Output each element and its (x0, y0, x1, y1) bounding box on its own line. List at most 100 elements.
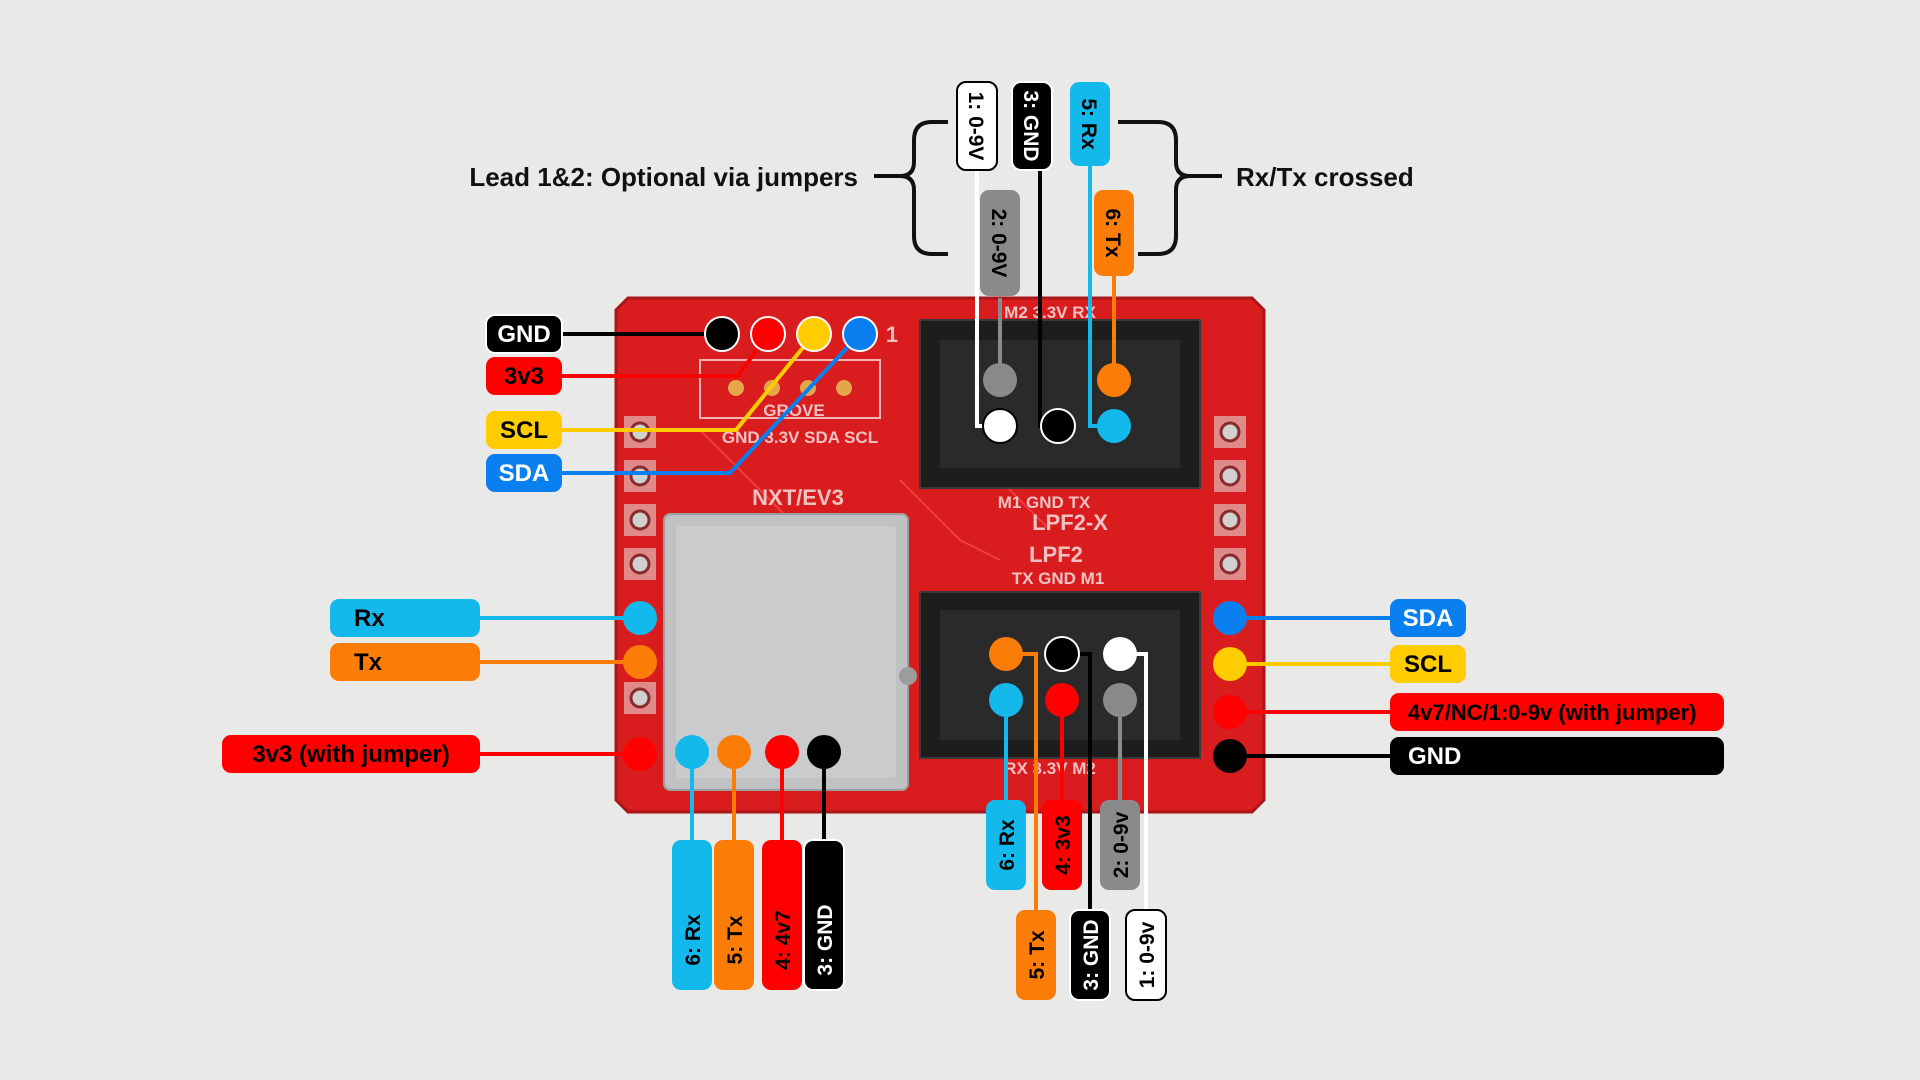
label-pill (1042, 800, 1082, 890)
label-top-p3: 3: GND (1011, 81, 1053, 171)
grove-silk-label: GROVE (763, 401, 824, 420)
grove-second-row-pad (728, 380, 744, 396)
label-pill (1125, 909, 1167, 1001)
nxt-ev3-silk-label: NXT/EV3 (752, 485, 844, 510)
wire-grove-scl (560, 332, 816, 432)
label-pill (1094, 190, 1134, 276)
label-right-scl: SCL (1390, 645, 1466, 683)
label-text: 4: 4v7 (772, 910, 795, 970)
grove-outline (699, 359, 881, 419)
label-left-3v3-jumper: 3v3 (with jumper) (222, 735, 480, 773)
label-pill (714, 840, 754, 990)
left-header-pin-3v3 (623, 737, 657, 771)
label-pill (222, 735, 480, 773)
label-nxt-p3: 3: GND (803, 839, 845, 991)
label-pill (1011, 81, 1053, 171)
top-conn-silk-bottom: M1 GND TX (998, 493, 1091, 512)
top-conn-pin-p5 (1097, 409, 1131, 443)
label-text: GND (1408, 743, 1461, 770)
label-grove-3v3: 3v3 (486, 357, 562, 395)
label-text: 4v7/NC/1:0-9v (with jumper) (1408, 700, 1697, 725)
lead-optional-annotation: Lead 1&2: Optional via jumpers (469, 162, 858, 192)
wire-grove-sda (560, 332, 862, 475)
grove-pin-3v3 (750, 316, 786, 352)
bottom-conn-silk-bottom: RX 3.3V M2 (1004, 759, 1096, 778)
label-text: 3: GND (1019, 90, 1042, 161)
top-conn-pin-p1 (982, 408, 1018, 444)
bottom-conn-pin-p2 (1103, 683, 1137, 717)
label-pill (330, 599, 480, 637)
label-text: 6: Rx (682, 914, 705, 966)
label-text: Tx (354, 649, 383, 676)
label-right-4v7: 4v7/NC/1:0-9v (with jumper) (1390, 693, 1724, 731)
header-pad-hole (1219, 421, 1241, 443)
top-connector-inner (940, 340, 1180, 468)
header-pad-hole (1219, 553, 1241, 575)
grove-pin-sda (842, 316, 878, 352)
nxt-pin-p5 (717, 735, 751, 769)
bottom-conn-pin-p1 (1103, 637, 1137, 671)
right-header-pads (1214, 416, 1246, 580)
label-right-sda: SDA (1390, 599, 1466, 637)
label-top-p6: 6: Tx (1094, 190, 1134, 276)
nxt-pin-p4 (765, 735, 799, 769)
label-text: 3v3 (with jumper) (252, 741, 449, 768)
label-text: SCL (500, 417, 548, 444)
right-header-pin-gnd (1213, 739, 1247, 773)
header-pad-hole (629, 553, 651, 575)
label-text: SCL (1404, 651, 1452, 678)
bottom-conn-pin-p6 (989, 683, 1023, 717)
label-pill (485, 314, 563, 354)
nxt-ev3-jack-shade (676, 526, 896, 778)
label-nxt-p6: 6: Rx (672, 840, 712, 990)
label-text: 1: 0-9v (1136, 921, 1159, 988)
label-pill (1390, 599, 1466, 637)
label-pill (486, 357, 562, 395)
label-pill (1069, 909, 1111, 1001)
pin-markers (623, 316, 1247, 773)
label-text: 5: Tx (1026, 930, 1049, 979)
vertical-labels: 1: 0-9V 2: 0-9V 3: GND 5: Rx 6: Tx 6: Rx… (672, 81, 1167, 1001)
lpf2x-silk-label: LPF2-X (1032, 510, 1108, 535)
nxt-pin-p3 (807, 735, 841, 769)
bottom-conn-silk-top: TX GND M1 (1012, 569, 1105, 588)
label-pill (980, 190, 1020, 296)
right-bracket (1118, 120, 1222, 256)
top-conn-pin-p2 (983, 363, 1017, 397)
label-text: Rx (354, 605, 385, 632)
label-grove-sda: SDA (486, 454, 562, 492)
header-pad-hole (1219, 509, 1241, 531)
label-pill (762, 840, 802, 990)
label-bottom-p5: 5: Tx (1016, 910, 1056, 1000)
label-grove-gnd: GND (485, 314, 563, 354)
top-conn-silk-top: M2 3.3V RX (1004, 303, 1096, 322)
label-text: 3v3 (504, 363, 544, 390)
label-pill (1390, 737, 1724, 775)
header-pad-hole (629, 509, 651, 531)
pin-one-silk: 1 (886, 322, 898, 347)
label-left-rx: Rx (330, 599, 480, 637)
label-text: 3: GND (814, 904, 837, 975)
label-bottom-p1: 1: 0-9v (1125, 909, 1167, 1001)
label-pill (803, 839, 845, 991)
label-pill (1390, 645, 1466, 683)
label-pill (986, 800, 1026, 890)
left-bracket (874, 120, 948, 256)
label-right-gnd: GND (1390, 737, 1724, 775)
label-text: SDA (499, 460, 550, 487)
label-nxt-p5: 5: Tx (714, 840, 754, 990)
label-top-p2: 2: 0-9V (980, 190, 1020, 296)
label-grove-scl: SCL (486, 411, 562, 449)
nxt-ev3-jack-pin (899, 667, 917, 685)
label-pill (956, 81, 998, 171)
label-text: 2: 0-9V (987, 209, 1010, 278)
label-text: 6: Rx (996, 819, 1019, 871)
label-text: GND (497, 321, 550, 348)
label-pill (1100, 800, 1140, 890)
lpf2-silk-label: LPF2 (1029, 542, 1083, 567)
right-header-pin-scl (1213, 647, 1247, 681)
label-pill (1016, 910, 1056, 1000)
header-pad-hole (629, 465, 651, 487)
label-text: 1: 0-9V (964, 92, 987, 161)
